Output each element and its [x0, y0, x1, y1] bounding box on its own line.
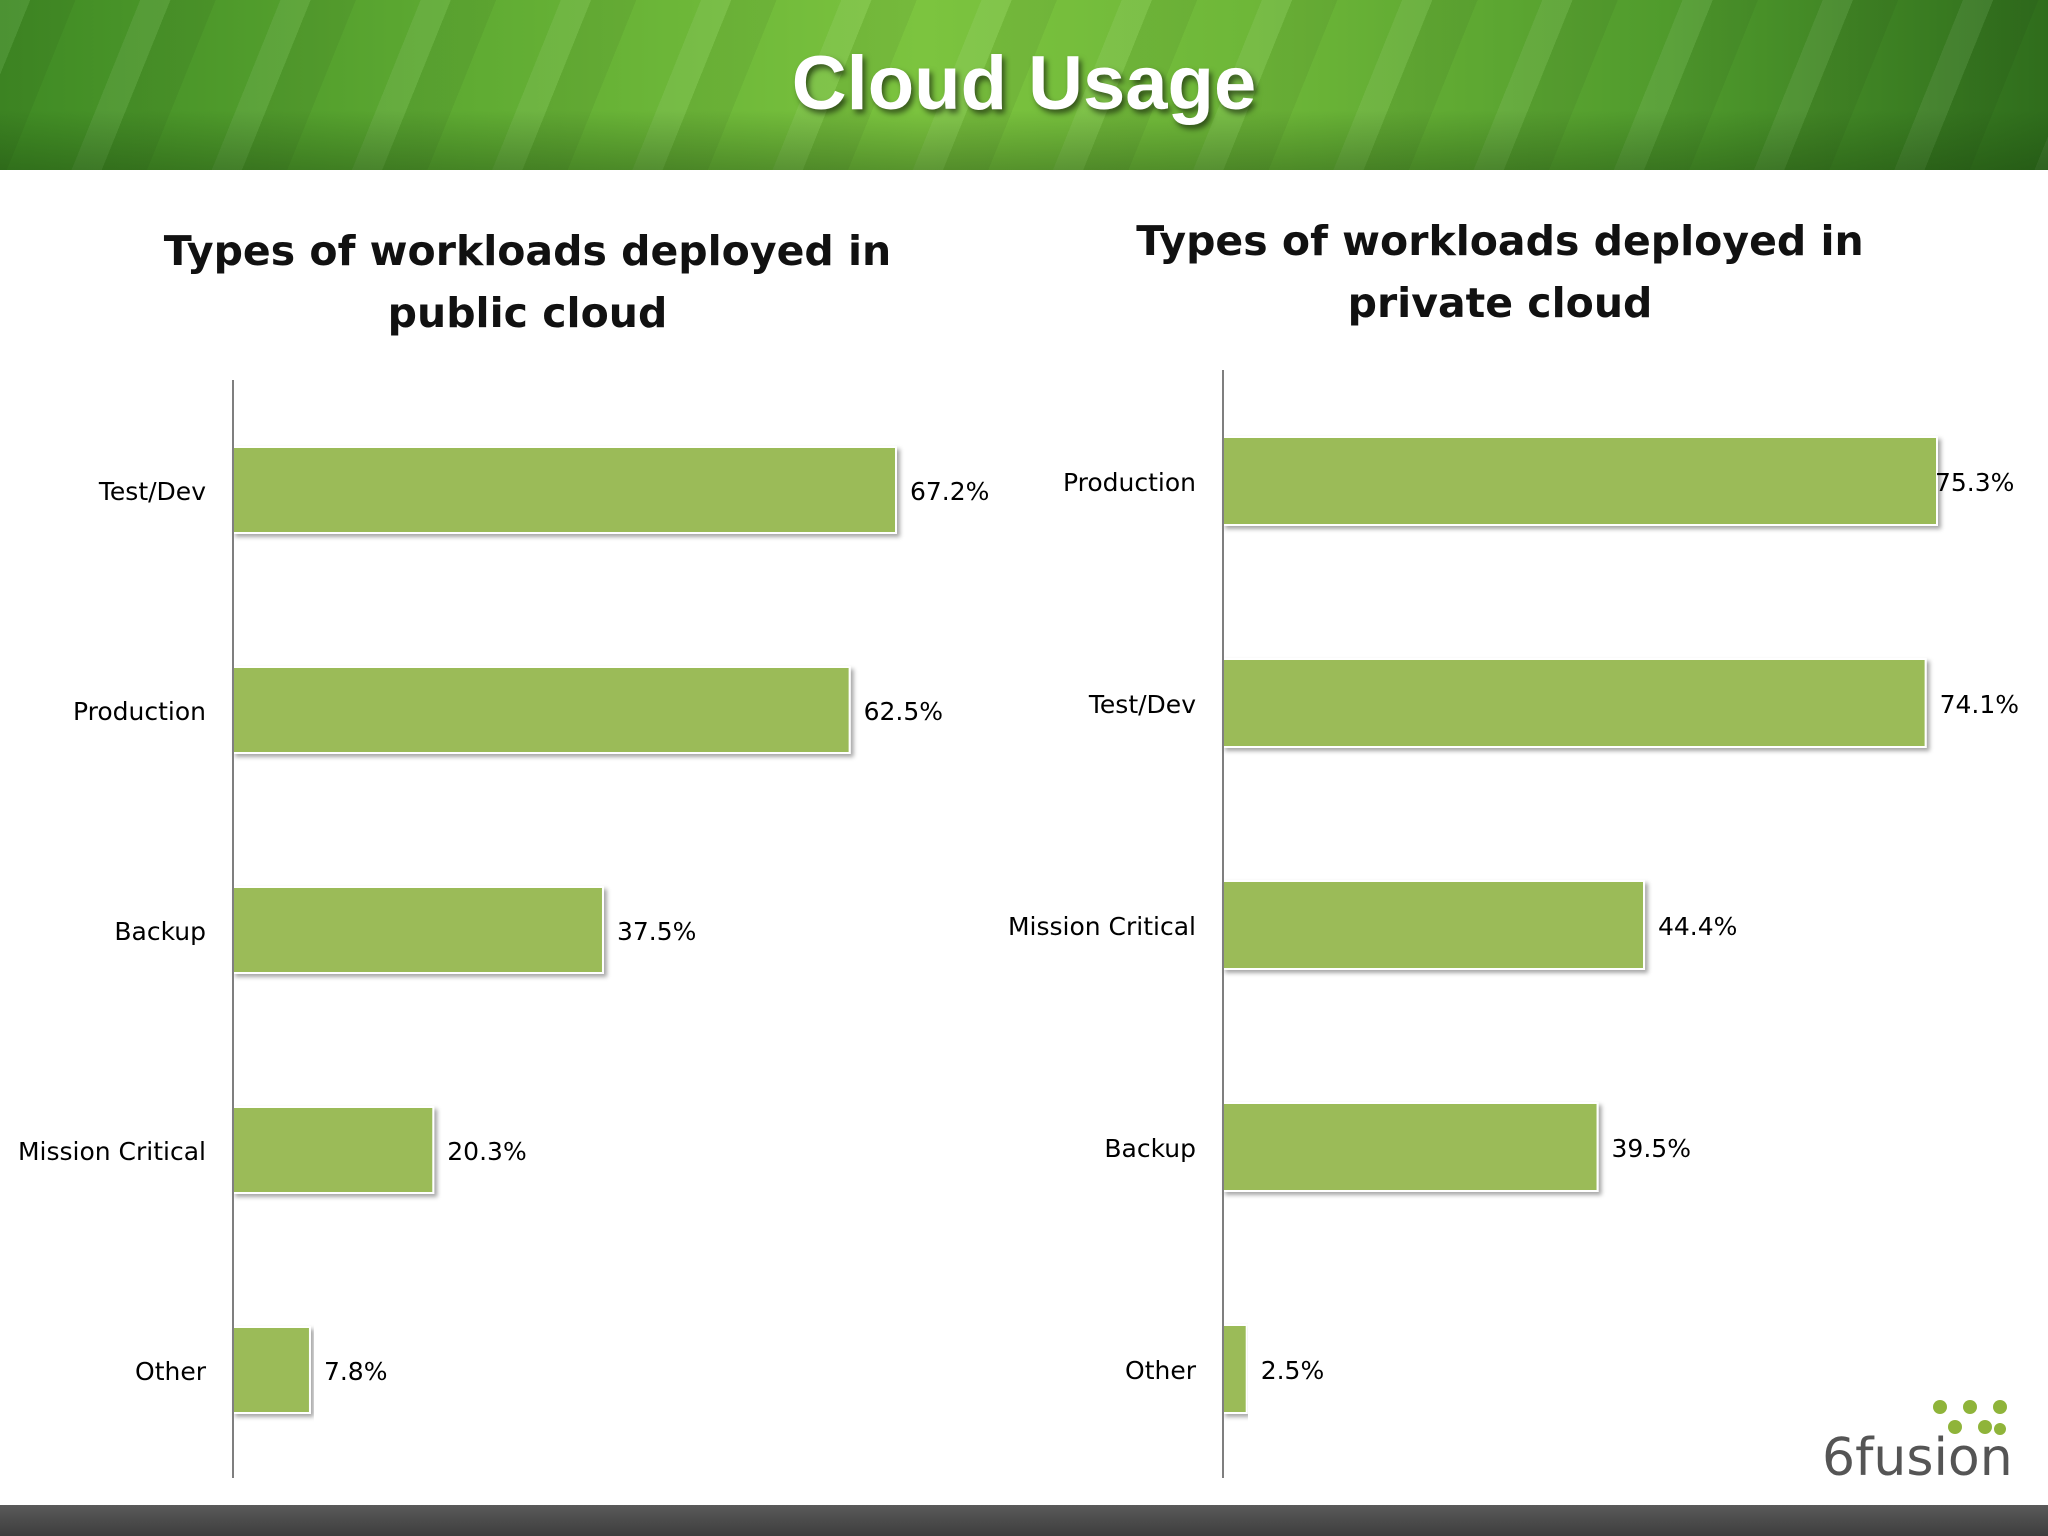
bar-mission-critical	[1222, 880, 1646, 970]
private-cloud-chart: Production 75.3% Test/Dev 74.1% Mission Crit…	[1008, 370, 2019, 1478]
bar-backup	[232, 886, 604, 974]
header-banner: Cloud Usage	[0, 0, 2048, 170]
category-label: Test/Dev	[1088, 690, 1196, 719]
data-label: 7.8%	[324, 1357, 388, 1386]
data-label: 2.5%	[1261, 1356, 1325, 1385]
category-label: Production	[1063, 468, 1196, 497]
data-label: 74.1%	[1940, 690, 2019, 719]
data-label: 67.2%	[910, 477, 989, 506]
data-label: 44.4%	[1658, 912, 1737, 941]
public-chart-title: Types of workloads deployed in public cl…	[163, 227, 892, 337]
bar-other	[232, 1326, 311, 1414]
bar-production	[1222, 436, 1938, 526]
category-label: Backup	[1104, 1134, 1196, 1163]
category-label: Mission Critical	[18, 1137, 206, 1166]
sixfusion-logo: 6fusion	[1822, 1400, 2013, 1485]
category-label: Mission Critical	[1008, 912, 1196, 941]
bar-other	[1222, 1324, 1248, 1414]
data-label: 37.5%	[617, 917, 696, 946]
category-label: Other	[135, 1357, 207, 1386]
data-label: 20.3%	[447, 1137, 526, 1166]
public-cloud-chart: Test/Dev 67.2% Production 62.5% Backup 37.5% M…	[18, 380, 989, 1478]
data-label: 62.5%	[864, 697, 943, 726]
category-label: Test/Dev	[98, 477, 206, 506]
category-label: Backup	[114, 917, 206, 946]
page-title: Cloud Usage	[791, 41, 1257, 126]
private-chart-title: Types of workloads deployed in private c…	[1136, 217, 1864, 327]
bar-mission-critical	[232, 1106, 435, 1194]
bar-production	[232, 666, 851, 754]
bar-test-dev	[232, 446, 897, 534]
data-label: 39.5%	[1612, 1134, 1691, 1163]
footer-bar	[0, 1505, 2048, 1536]
category-label: Production	[73, 697, 206, 726]
logo-text: 6fusion	[1822, 1428, 2013, 1485]
bar-test-dev	[1222, 658, 1927, 748]
bar-backup	[1222, 1102, 1599, 1192]
category-label: Other	[1125, 1356, 1197, 1385]
data-label: 75.3%	[1935, 468, 2014, 497]
